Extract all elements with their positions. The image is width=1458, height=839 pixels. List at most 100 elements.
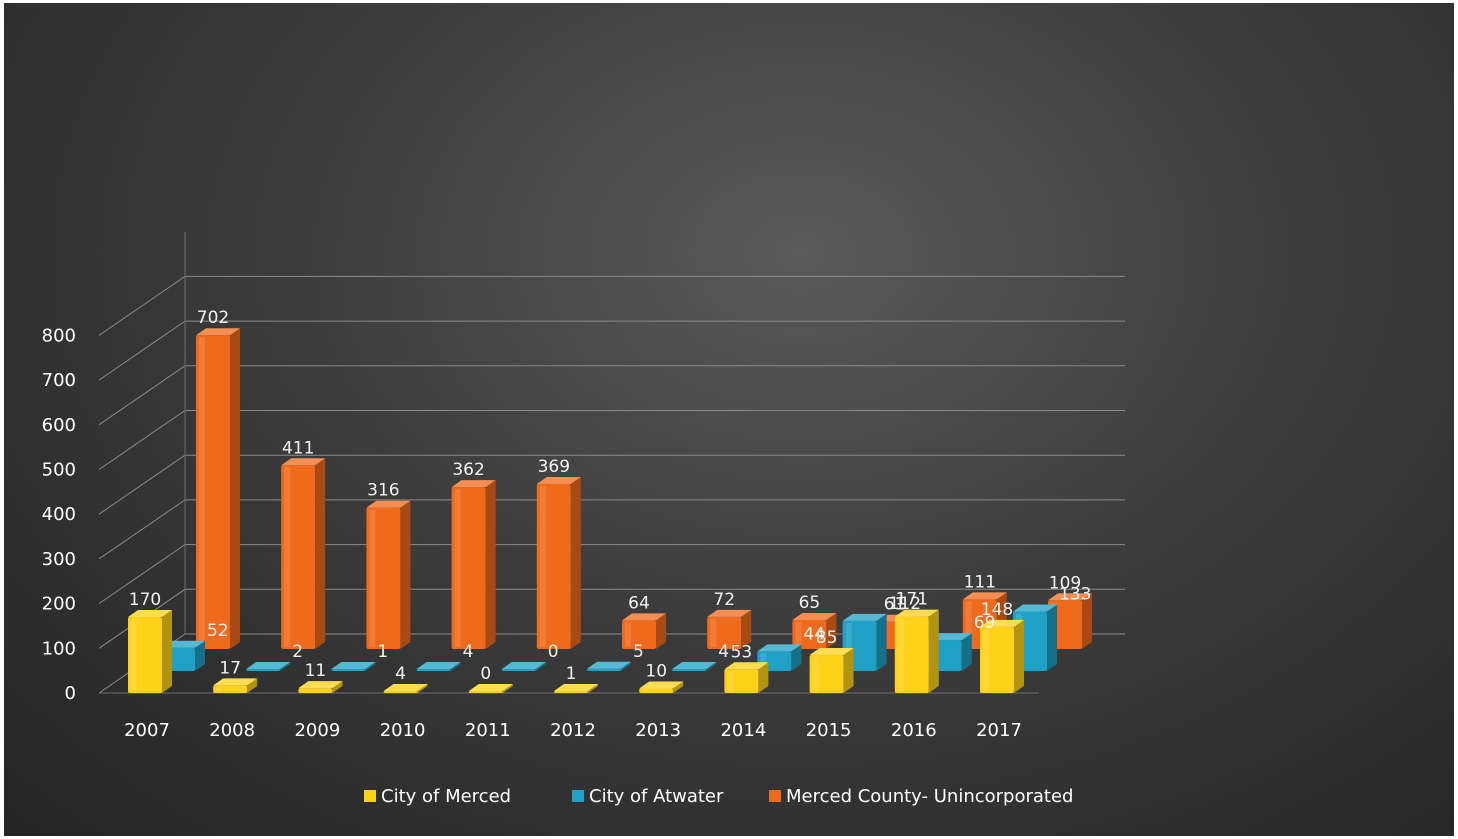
- y-tick-label: 400: [42, 504, 76, 525]
- gridline-side: [98, 544, 186, 605]
- bar-top: [587, 661, 631, 669]
- gridline-side: [98, 365, 186, 426]
- gridline-side: [98, 454, 186, 515]
- bar-highlight: [965, 601, 972, 647]
- x-tick-label: 2016: [891, 720, 937, 741]
- bar-highlight: [216, 687, 223, 691]
- bar-top: [554, 684, 598, 691]
- bar-side: [758, 662, 769, 693]
- data-label: 61: [884, 595, 906, 615]
- bar-0-2009: [298, 688, 333, 693]
- data-label: 64: [628, 593, 650, 613]
- bar-highlight: [710, 618, 717, 647]
- data-label: 4: [395, 664, 406, 684]
- bar-highlight: [812, 657, 819, 691]
- bar-top: [196, 328, 240, 336]
- gridline-side: [98, 320, 186, 381]
- bar-top: [416, 662, 461, 669]
- bar-side: [843, 648, 854, 693]
- gridline-side: [98, 410, 186, 470]
- bar-top: [1048, 593, 1092, 601]
- bar-side: [961, 633, 972, 671]
- bar-side: [400, 500, 411, 649]
- y-tick-label: 700: [42, 370, 76, 391]
- data-label: 65: [799, 593, 821, 613]
- bar-side: [502, 684, 513, 693]
- bar-top: [366, 500, 411, 508]
- x-tick-label: 2010: [380, 720, 426, 741]
- bar-side: [450, 662, 461, 671]
- bar-top: [451, 480, 496, 488]
- data-label: 111: [964, 572, 996, 592]
- data-label: 109: [1049, 573, 1081, 593]
- bar-highlight: [897, 618, 904, 691]
- bar-0-2010: [383, 691, 418, 693]
- bar-side: [621, 661, 631, 671]
- data-label: 4: [463, 642, 474, 662]
- data-label: 52: [207, 621, 229, 641]
- bar-side: [741, 609, 752, 649]
- data-label: 133: [1059, 585, 1091, 605]
- y-tick-label: 800: [42, 325, 76, 346]
- data-label: 0: [548, 642, 559, 662]
- x-tick-label: 2007: [124, 720, 170, 741]
- bar-side: [162, 610, 172, 693]
- bar-highlight: [795, 621, 802, 647]
- bar-top: [707, 609, 752, 617]
- bar-side: [588, 684, 598, 693]
- bar-0-2011: [468, 691, 503, 693]
- data-label: 17: [219, 658, 241, 678]
- bar-0-2013: [639, 688, 674, 693]
- x-tick-label: 2015: [806, 720, 852, 741]
- bar-highlight: [539, 486, 546, 647]
- legend-swatch-2: [769, 790, 781, 802]
- bar-top: [383, 684, 428, 691]
- data-label: 170: [129, 590, 161, 610]
- bar-side: [280, 662, 291, 671]
- bar-top: [842, 613, 887, 621]
- y-tick-label: 200: [42, 594, 76, 615]
- bar-0-2008: [213, 685, 248, 693]
- legend-label-1: City of Atwater: [589, 786, 724, 807]
- bar-side: [332, 681, 343, 693]
- data-label: 2: [292, 642, 303, 662]
- bar-highlight: [199, 337, 205, 647]
- bar-highlight: [625, 622, 631, 647]
- bar-top: [894, 609, 939, 617]
- data-label: 44: [803, 624, 825, 644]
- bar-1-2008: [246, 669, 281, 671]
- bar-1-2013: [672, 669, 707, 671]
- bar-highlight: [983, 628, 989, 691]
- bar-top: [331, 662, 376, 669]
- bar-highlight: [760, 653, 767, 669]
- bar-top: [622, 613, 666, 621]
- bar-highlight: [727, 671, 734, 691]
- bar-highlight: [284, 467, 291, 647]
- bar-top: [724, 662, 769, 670]
- bar-side: [570, 477, 581, 649]
- legend-swatch-0: [364, 790, 376, 802]
- x-tick-label: 2008: [209, 720, 255, 741]
- bar-side: [673, 681, 684, 693]
- bar-0-2012: [554, 691, 588, 693]
- data-label: 112: [889, 594, 921, 614]
- y-tick-label: 300: [42, 549, 76, 570]
- bar-top: [468, 684, 513, 691]
- bar-1-2012: [587, 668, 621, 671]
- legend-label-0: City of Merced: [381, 786, 511, 807]
- data-label: 5: [633, 642, 644, 662]
- legend-label-2: Merced County- Unincorporated: [786, 786, 1073, 807]
- bar-top: [246, 662, 291, 669]
- bar-side: [485, 480, 496, 649]
- data-label: 72: [713, 590, 735, 610]
- bar-top: [128, 610, 172, 618]
- bar-side: [247, 678, 258, 693]
- bar-top: [809, 648, 854, 656]
- bar-side: [1014, 619, 1024, 693]
- bar-1-2009: [331, 669, 366, 671]
- data-label: 10: [645, 662, 667, 682]
- bar-top: [980, 619, 1024, 627]
- data-label: 1: [566, 664, 577, 684]
- bar-side: [876, 613, 887, 671]
